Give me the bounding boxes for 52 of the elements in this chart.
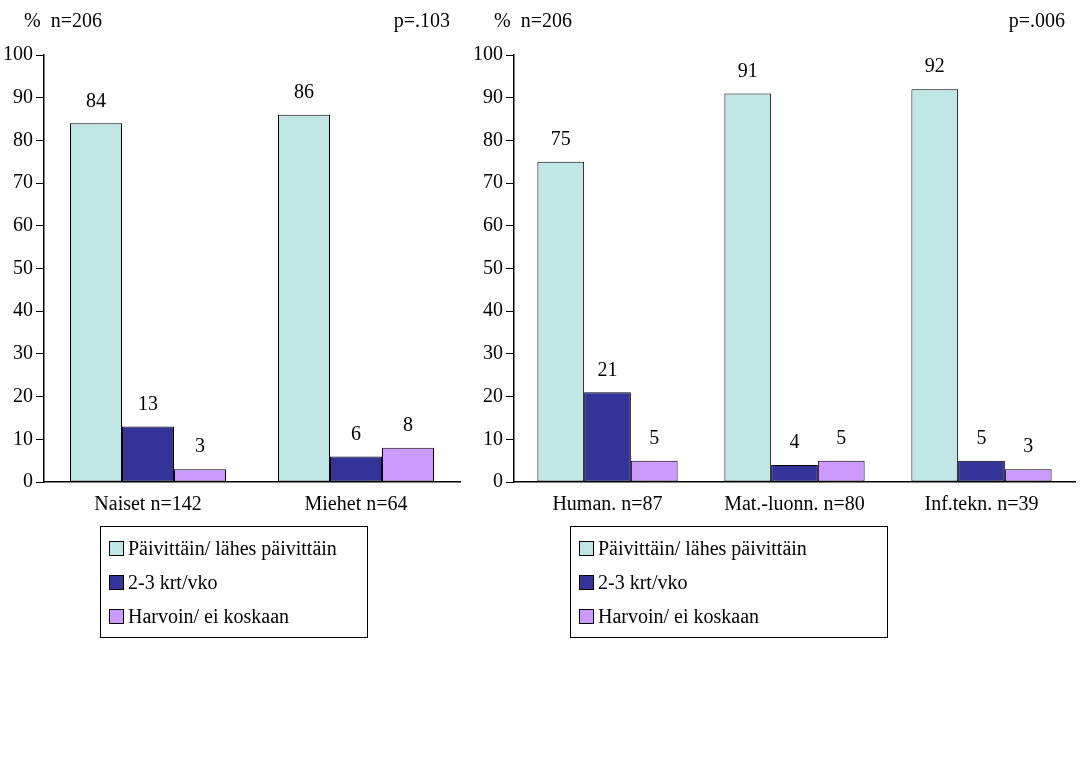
y-tick-label: 0 [23, 469, 33, 492]
y-tick-label: 40 [13, 298, 33, 321]
legend-label: 2-3 krt/vko [128, 570, 218, 594]
data-label: 91 [737, 58, 758, 81]
y-tick-label: 100 [473, 42, 503, 65]
y-tick-label: 70 [483, 170, 503, 193]
y-tick-label: 70 [13, 170, 33, 193]
data-label: 5 [649, 425, 660, 448]
y-tick-label: 10 [483, 426, 503, 449]
text: % n=206 [494, 8, 572, 31]
data-label: 5 [836, 425, 847, 448]
y-tick-label: 40 [483, 298, 503, 321]
data-label: 3 [1023, 434, 1034, 457]
data-label: 13 [138, 391, 158, 414]
data-label: 3 [195, 434, 205, 457]
data-label: 84 [86, 88, 106, 111]
y-tick-label: 100 [3, 42, 33, 65]
x-tick-label: Miehet n=64 [304, 492, 408, 515]
data-label: 86 [294, 80, 314, 103]
data-label: 8 [403, 413, 413, 436]
legend-label: 2-3 krt/vko [598, 570, 688, 594]
legend-label: Harvoin/ ei koskaan [128, 604, 290, 628]
y-tick-label: 10 [13, 426, 33, 449]
data-label: 92 [924, 54, 945, 77]
legend-label: Harvoin/ ei koskaan [598, 604, 760, 628]
y-tick-label: 20 [483, 383, 503, 406]
y-tick-label: 60 [483, 213, 503, 236]
data-label: 6 [351, 421, 361, 444]
data-label: 4 [789, 430, 800, 453]
y-tick-label: 90 [13, 84, 33, 107]
y-tick-label: 80 [13, 127, 33, 150]
x-tick-label: Mat.-luonn. n=80 [724, 492, 865, 515]
y-tick-label: 20 [13, 383, 33, 406]
y-tick-label: 90 [483, 84, 503, 107]
y-tick-label: 60 [13, 213, 33, 236]
y-tick-label: 80 [483, 127, 503, 150]
data-label: 5 [976, 425, 987, 448]
x-tick-label: Naiset n=142 [94, 492, 202, 515]
y-tick-label: 30 [13, 341, 33, 364]
data-label: 21 [597, 357, 618, 380]
text: p=.103 [393, 8, 450, 32]
data-label: 75 [550, 127, 571, 149]
legend-label: Päivittäin/ lähes päivittäin [128, 536, 337, 560]
text: % n=206 [24, 8, 102, 31]
legend-label: Päivittäin/ lähes päivittäin [598, 536, 807, 560]
x-tick-label: Human. n=87 [552, 492, 663, 515]
y-tick-label: 0 [493, 469, 503, 492]
x-tick-label: Inf.tekn. n=39 [924, 492, 1039, 515]
text: p=.006 [1008, 8, 1065, 32]
y-tick-label: 50 [13, 255, 33, 278]
y-tick-label: 50 [483, 255, 503, 278]
y-tick-label: 30 [483, 341, 503, 364]
